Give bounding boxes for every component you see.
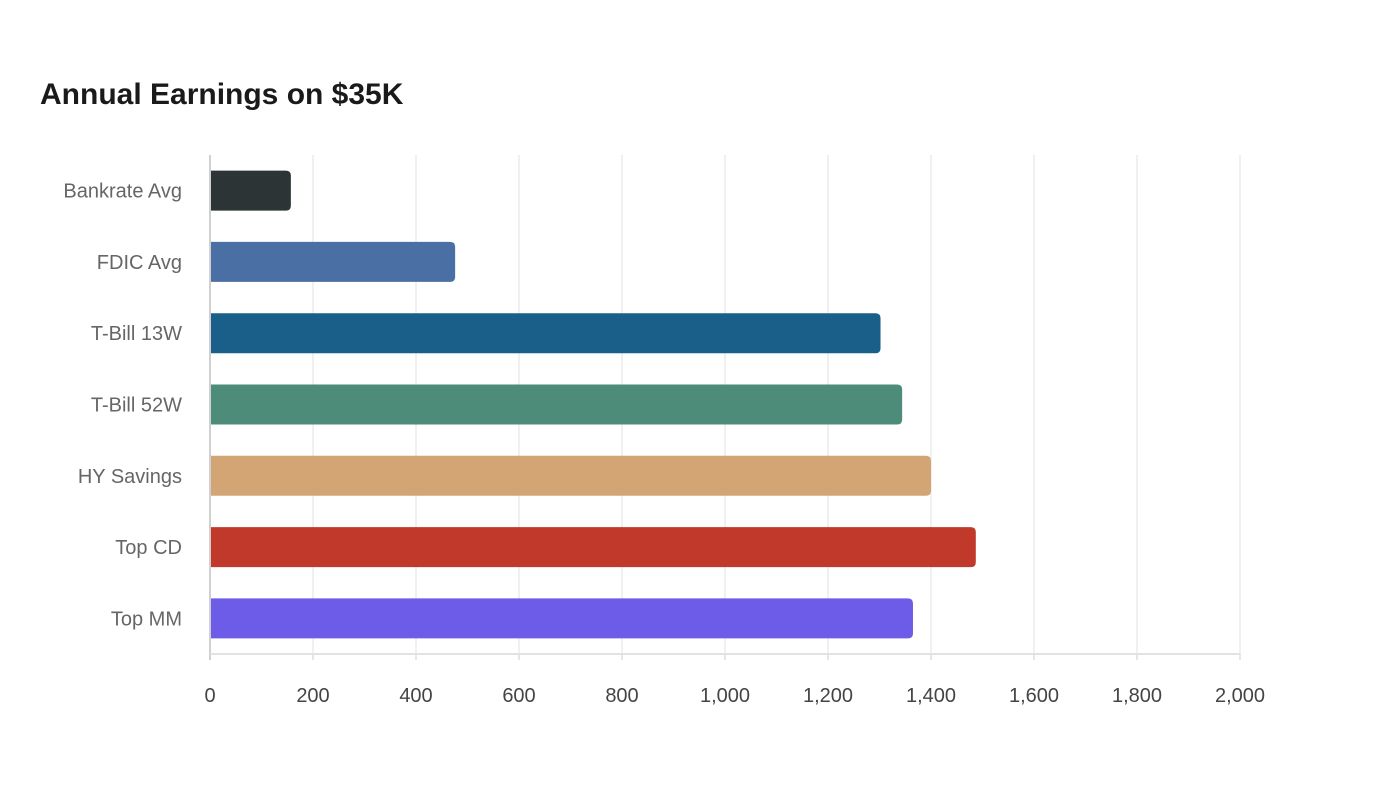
x-tick-label: 200 [296,685,329,707]
category-label: Top CD [115,537,182,559]
bar-top-cd [210,527,976,568]
bar-hy-savings [210,455,931,496]
x-tick-label: 1,800 [1112,685,1162,707]
x-tick-label: 2,000 [1215,685,1265,707]
x-tick-label: 1,000 [700,685,750,707]
axes [209,155,1241,660]
x-tick-label: 600 [502,685,535,707]
category-label: FDIC Avg [97,252,182,274]
x-tick-label: 400 [399,685,432,707]
x-tick-label: 800 [605,685,638,707]
category-label: Top MM [111,608,182,630]
bar-bankrate-avg [210,170,291,211]
x-tick-label: 0 [204,685,215,707]
x-tick-label: 1,600 [1009,685,1059,707]
bar-top-mm [210,598,913,639]
x-tick-label: 1,200 [803,685,853,707]
category-label: T-Bill 52W [91,395,182,417]
bar-t-bill-52w [210,384,903,425]
bar-fdic-avg [210,241,456,282]
category-label: HY Savings [78,466,182,488]
x-tick-label: 1,400 [906,685,956,707]
category-label: Bankrate Avg [63,181,182,203]
labels: 0 200 400 600 800 1,000 1,200 1,400 1,600 1,800 2,… [63,181,1265,707]
category-label: T-Bill 13W [91,323,182,345]
bars [210,170,976,639]
chart-title: Annual Earnings on $35K [40,78,404,111]
bar-t-bill-13w [210,313,881,354]
